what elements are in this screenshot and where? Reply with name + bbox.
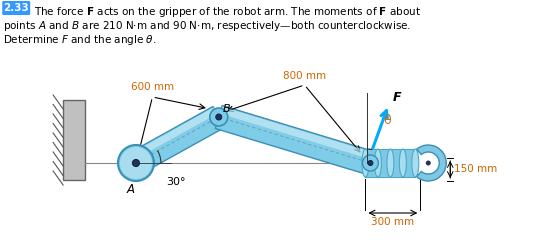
Ellipse shape	[374, 149, 381, 177]
Text: θ: θ	[384, 114, 391, 128]
Polygon shape	[131, 108, 217, 160]
Polygon shape	[220, 107, 374, 160]
Circle shape	[426, 160, 431, 165]
Bar	[365, 149, 378, 177]
Text: Determine $F$ and the angle $\theta$.: Determine $F$ and the angle $\theta$.	[3, 33, 157, 47]
Circle shape	[368, 160, 373, 165]
Ellipse shape	[412, 149, 419, 177]
Text: A: A	[127, 183, 135, 196]
Circle shape	[120, 147, 152, 179]
Text: 30°: 30°	[166, 177, 185, 187]
Circle shape	[216, 114, 222, 120]
FancyBboxPatch shape	[2, 1, 30, 15]
Text: 2.33: 2.33	[3, 3, 29, 13]
Text: The force $\bf{F}$ acts on the gripper of the robot arm. The moments of $\bf{F}$: The force $\bf{F}$ acts on the gripper o…	[34, 5, 421, 19]
Text: 800 mm: 800 mm	[283, 71, 326, 81]
Wedge shape	[417, 145, 446, 181]
Text: 300 mm: 300 mm	[371, 217, 414, 227]
Circle shape	[363, 155, 379, 171]
Text: 600 mm: 600 mm	[131, 82, 174, 92]
Bar	[378, 149, 390, 177]
Polygon shape	[130, 106, 225, 174]
Polygon shape	[215, 105, 374, 174]
Circle shape	[210, 108, 228, 126]
Ellipse shape	[399, 149, 406, 177]
Bar	[403, 149, 415, 177]
Bar	[390, 149, 403, 177]
Text: points $A$ and $B$ are 210 N$\cdot$m and 90 N$\cdot$m, respectively—both counter: points $A$ and $B$ are 210 N$\cdot$m and…	[3, 19, 411, 33]
Text: 150 mm: 150 mm	[454, 165, 498, 174]
Text: F: F	[393, 91, 401, 104]
Bar	[63, 100, 85, 180]
Text: B: B	[223, 104, 230, 114]
Ellipse shape	[362, 149, 369, 177]
Circle shape	[118, 145, 154, 181]
Circle shape	[132, 159, 140, 166]
Ellipse shape	[387, 149, 394, 177]
